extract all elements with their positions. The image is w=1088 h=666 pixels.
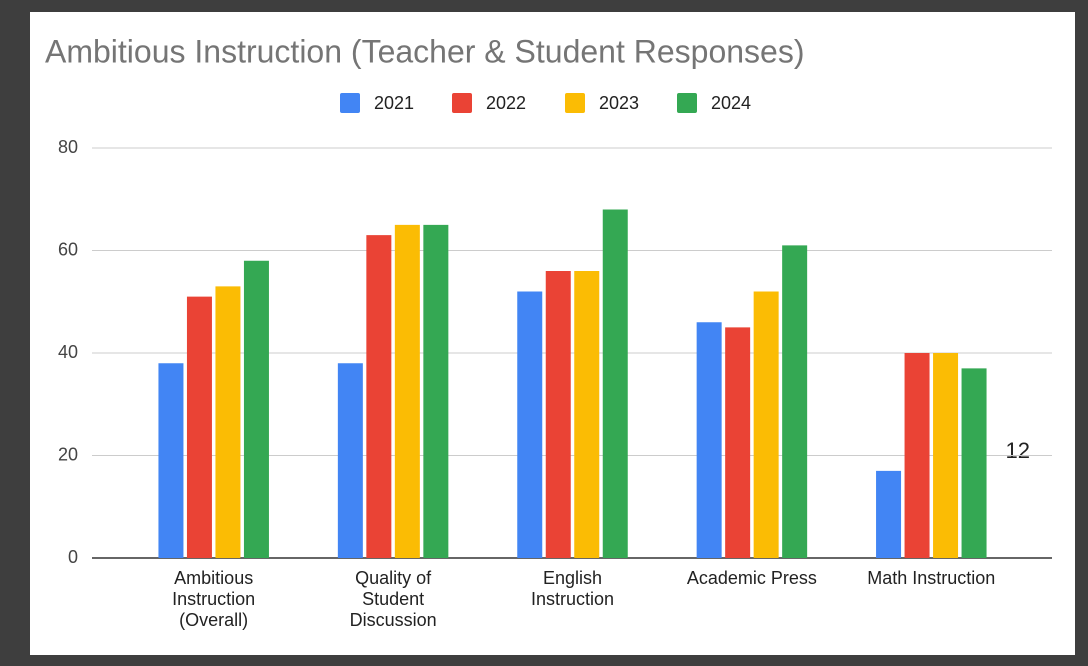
bar: [158, 363, 184, 558]
bar: [423, 224, 449, 558]
y-tick-label: 0: [68, 547, 78, 567]
bar: [904, 353, 930, 558]
bar: [366, 235, 392, 558]
legend-swatch: [565, 93, 585, 113]
bar: [517, 291, 543, 558]
annotation: 12: [1006, 438, 1030, 463]
legend-label: 2022: [486, 93, 526, 113]
bar: [725, 327, 751, 558]
x-tick-label: Math Instruction: [867, 568, 996, 588]
bar: [215, 286, 241, 558]
legend-label: 2024: [711, 93, 751, 113]
bar: [337, 363, 363, 558]
bar: [961, 368, 987, 558]
y-tick-label: 60: [58, 239, 78, 259]
legend-swatch: [452, 93, 472, 113]
bar: [876, 470, 902, 558]
chart-title: Ambitious Instruction (Teacher & Student…: [45, 33, 804, 69]
bar: [602, 209, 628, 558]
bar: [782, 245, 808, 558]
y-tick-label: 40: [58, 342, 78, 362]
bar: [243, 260, 269, 558]
x-tick-label: English Instruction: [530, 568, 615, 609]
legend-label: 2021: [374, 93, 414, 113]
bar: [186, 296, 212, 558]
bar: [696, 322, 722, 558]
x-tick-label: Quality of Student Discussion: [349, 568, 437, 630]
legend-swatch: [677, 93, 697, 113]
bar: [753, 291, 779, 558]
legend-label: 2023: [599, 93, 639, 113]
bar: [545, 271, 571, 558]
x-tick-label: Ambitious Instruction (Overall): [172, 568, 256, 630]
bar: [933, 353, 959, 558]
y-tick-label: 20: [58, 444, 78, 464]
y-tick-label: 80: [58, 137, 78, 157]
bar: [574, 271, 600, 558]
bar: [394, 224, 420, 558]
legend-swatch: [340, 93, 360, 113]
x-tick-label: Academic Press: [686, 568, 817, 588]
